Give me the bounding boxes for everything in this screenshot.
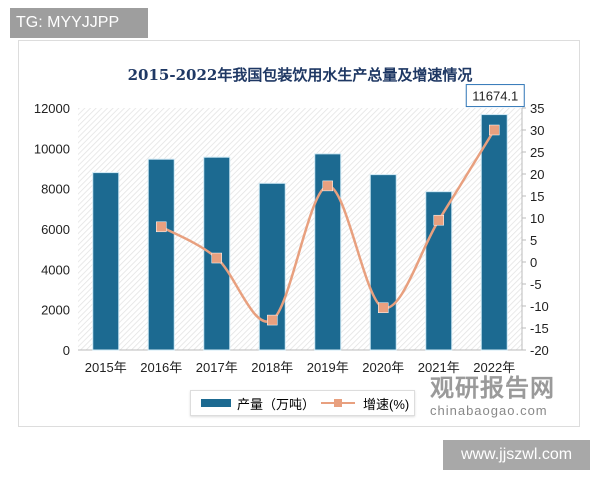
y-right-tick: 15 — [530, 189, 544, 204]
y-right-tick: 30 — [530, 123, 544, 138]
x-tick: 2016年 — [140, 360, 182, 375]
logo-en: chinabaogao.com — [430, 403, 548, 418]
x-tick: 2018年 — [251, 360, 293, 375]
chart-title: 2015-2022年我国包装饮用水生产总量及增速情况 — [127, 66, 473, 84]
y-right-tick: 5 — [530, 233, 537, 248]
growth-point — [267, 314, 278, 326]
growth-point — [433, 214, 444, 226]
data-label-box — [465, 84, 525, 108]
y-left-tick: 6000 — [41, 222, 70, 237]
x-tick: 2017年 — [196, 360, 238, 375]
bar — [92, 172, 120, 351]
y-right-tick: -10 — [530, 299, 549, 314]
y-right-tick: -20 — [530, 343, 549, 358]
plot-area — [78, 108, 522, 350]
watermark-site: www.jjszwl.com — [443, 440, 590, 470]
y-left-tick: 8000 — [41, 182, 70, 197]
growth-point — [378, 302, 389, 314]
legend-line-swatch — [321, 399, 356, 407]
x-tick: 2020年 — [362, 360, 404, 375]
x-tick: 2022年 — [473, 360, 515, 375]
legend-bar-swatch — [201, 399, 231, 407]
x-tick: 2015年 — [85, 360, 127, 375]
bar — [147, 158, 175, 351]
x-tick: 2021年 — [418, 360, 460, 375]
y-left-tick: 2000 — [41, 303, 70, 318]
y-left-tick: 4000 — [41, 262, 70, 277]
growth-point — [156, 221, 167, 233]
bar — [369, 174, 397, 351]
legend-bar-label: 产量（万吨） — [237, 396, 316, 412]
y-right-tick: 35 — [530, 101, 544, 116]
x-tick: 2019年 — [307, 360, 349, 375]
growth-point — [211, 252, 222, 264]
legend: 产量（万吨） 增速(%) — [190, 390, 415, 416]
y-right-tick: -5 — [530, 277, 542, 292]
y-right-tick: 10 — [530, 211, 544, 226]
y-left-tick: 12000 — [34, 101, 70, 116]
y-left-tick: 0 — [63, 343, 70, 358]
data-label: 11674.1 — [472, 89, 518, 104]
y-right-tick: 25 — [530, 145, 544, 160]
growth-point — [322, 180, 333, 192]
watermark-tag: TG: MYYJJPP — [10, 8, 148, 38]
y-right-tick: 20 — [530, 167, 544, 182]
y-right-tick: -15 — [530, 321, 549, 336]
logo-cn: 观研报告网 — [430, 375, 555, 402]
y-right-tick: 0 — [530, 255, 537, 270]
growth-point — [489, 124, 500, 136]
bar — [480, 114, 508, 351]
legend-line-label: 增速(%) — [363, 396, 410, 412]
y-left-tick: 10000 — [34, 141, 70, 156]
chinabaogao-logo: 观研报告网 chinabaogao.com — [430, 368, 555, 418]
